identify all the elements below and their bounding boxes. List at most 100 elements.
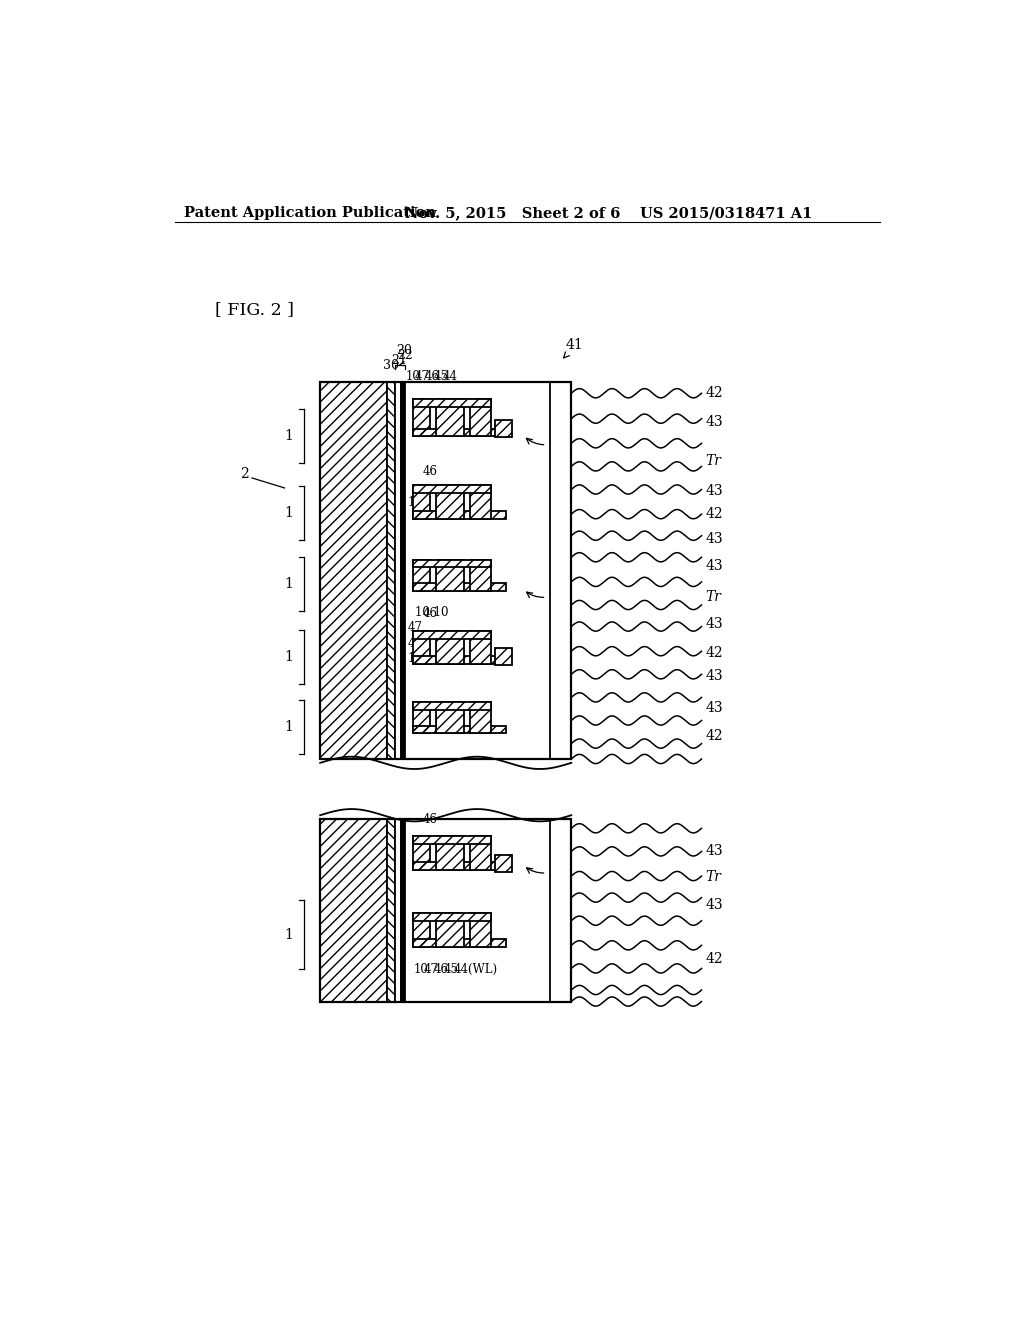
Text: 43: 43 <box>706 532 723 545</box>
Bar <box>414 913 430 946</box>
Bar <box>436 836 464 870</box>
Text: 43: 43 <box>706 618 723 631</box>
Bar <box>414 560 430 591</box>
Text: 1: 1 <box>285 719 294 734</box>
Bar <box>550 381 571 759</box>
Text: 47: 47 <box>418 496 433 508</box>
Bar <box>414 726 506 734</box>
Bar <box>414 511 506 519</box>
Bar <box>550 818 571 1002</box>
Bar <box>414 583 506 591</box>
Bar <box>414 631 430 664</box>
Bar <box>436 486 464 519</box>
Text: 10: 10 <box>406 370 421 383</box>
Text: 2: 2 <box>240 467 249 480</box>
Text: 43: 43 <box>706 484 723 498</box>
Text: 43: 43 <box>706 414 723 429</box>
Bar <box>436 560 464 591</box>
Bar <box>470 486 492 519</box>
Text: US 2015/0318471 A1: US 2015/0318471 A1 <box>640 206 812 220</box>
Bar <box>496 420 512 437</box>
Bar <box>414 560 492 568</box>
Bar <box>321 818 387 1002</box>
Text: 47: 47 <box>408 636 422 649</box>
Text: 42: 42 <box>706 952 723 966</box>
Text: 10: 10 <box>414 964 428 977</box>
Bar <box>470 400 492 437</box>
Text: 44: 44 <box>443 370 458 383</box>
Bar <box>387 818 394 1002</box>
Text: 1: 1 <box>285 928 294 941</box>
Text: 43: 43 <box>706 560 723 573</box>
Bar <box>414 913 492 920</box>
Bar <box>321 381 571 759</box>
Bar <box>394 381 400 759</box>
Bar <box>436 913 464 946</box>
Bar <box>414 836 492 843</box>
Text: 41: 41 <box>566 338 584 352</box>
Bar <box>436 560 464 591</box>
Bar <box>400 818 406 1002</box>
Text: Tr: Tr <box>706 590 721 605</box>
Text: 1: 1 <box>285 429 294 442</box>
Bar <box>414 702 492 710</box>
Bar <box>414 631 492 639</box>
Bar <box>414 726 506 734</box>
Bar <box>414 400 430 437</box>
Bar <box>414 560 430 591</box>
Bar <box>436 400 464 437</box>
Text: 20: 20 <box>396 345 412 358</box>
Text: 46: 46 <box>424 370 439 383</box>
Bar <box>321 381 387 759</box>
Bar <box>414 400 492 407</box>
Text: 42: 42 <box>706 729 723 743</box>
Text: Nov. 5, 2015   Sheet 2 of 6: Nov. 5, 2015 Sheet 2 of 6 <box>406 206 621 220</box>
Bar <box>414 862 506 870</box>
Text: 22: 22 <box>397 350 413 363</box>
Bar <box>387 381 394 759</box>
Bar <box>414 940 506 946</box>
Bar <box>414 511 506 519</box>
Bar <box>414 400 492 407</box>
Text: [ FIG. 2 ]: [ FIG. 2 ] <box>215 301 294 318</box>
Bar <box>414 560 492 568</box>
Bar <box>470 560 492 591</box>
Bar <box>496 420 512 437</box>
Bar <box>470 913 492 946</box>
Text: 44(WL): 44(WL) <box>454 964 498 977</box>
Bar <box>414 940 506 946</box>
Bar <box>414 702 430 734</box>
Bar <box>414 486 492 494</box>
Bar <box>321 818 387 1002</box>
Bar <box>436 836 464 870</box>
Text: 46: 46 <box>433 964 449 977</box>
Bar <box>414 631 492 639</box>
Text: 10 10: 10 10 <box>415 606 449 619</box>
Bar <box>496 855 512 873</box>
Bar <box>470 631 492 664</box>
Bar <box>414 656 506 664</box>
Text: 46: 46 <box>423 465 437 478</box>
Bar <box>436 913 464 946</box>
Text: 42: 42 <box>706 645 723 660</box>
Bar <box>436 631 464 664</box>
Bar <box>470 631 492 664</box>
Bar <box>414 486 430 519</box>
Bar <box>436 400 464 437</box>
Bar <box>414 400 430 437</box>
Bar <box>470 702 492 734</box>
Bar <box>436 486 464 519</box>
Bar <box>470 486 492 519</box>
Bar <box>496 648 512 665</box>
Text: 43: 43 <box>706 845 723 858</box>
Bar <box>414 913 430 946</box>
Bar <box>414 486 492 494</box>
Text: Tr: Tr <box>706 870 721 884</box>
Text: 46: 46 <box>423 607 437 620</box>
Text: Tr: Tr <box>706 454 721 469</box>
Text: 21: 21 <box>391 354 408 367</box>
Text: 1: 1 <box>285 651 294 664</box>
Bar <box>414 702 492 710</box>
Bar <box>414 429 506 437</box>
Text: 43: 43 <box>706 669 723 682</box>
